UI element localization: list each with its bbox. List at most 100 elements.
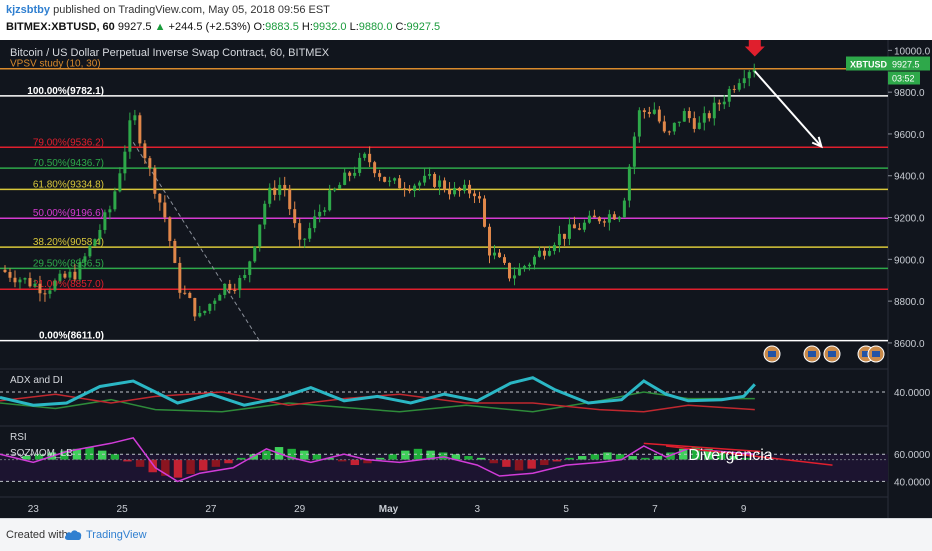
fib-label: 70.50%(9436.7) <box>33 158 104 169</box>
candle-body <box>662 121 666 132</box>
momentum-bar <box>451 454 461 460</box>
candle-body <box>637 110 641 137</box>
momentum-bar <box>577 456 587 460</box>
candle-body <box>612 214 616 220</box>
created-with-text: Created with <box>6 529 68 541</box>
chart-header: kjzsbtby published on TradingView.com, M… <box>0 0 932 40</box>
candle-body <box>687 111 691 119</box>
momentum-bar <box>439 452 448 460</box>
candle-body <box>153 168 157 194</box>
study-label: VPSV study (10, 30) <box>10 59 101 70</box>
candle-body <box>83 256 87 262</box>
candle-body <box>448 189 452 195</box>
candle-body <box>58 273 62 281</box>
sqzmom-label: SQZMOM_LB <box>10 448 73 459</box>
momentum-bar <box>300 450 309 460</box>
candle-body <box>113 191 117 210</box>
price-tag-value-bg <box>888 56 930 71</box>
footer: Created with TradingView <box>0 518 932 551</box>
price-tag-label-bg <box>846 56 888 71</box>
momentum-bar <box>641 457 650 460</box>
y-tick-label: 9200.0 <box>894 214 925 225</box>
momentum-bar <box>401 450 410 460</box>
tradingview-brand[interactable]: TradingView <box>86 529 147 541</box>
rsi-label: RSI <box>10 432 27 443</box>
candle-body <box>747 72 751 79</box>
candle-body <box>587 215 591 223</box>
candle-body <box>288 189 292 210</box>
chart-svg[interactable]: Bitcoin / US Dollar Perpetual Inverse Sw… <box>0 40 932 518</box>
candle-body <box>118 173 122 192</box>
x-tick-label: 29 <box>294 504 306 515</box>
momentum-bar <box>312 454 322 460</box>
candle-body <box>108 209 112 213</box>
candle-body <box>458 187 462 191</box>
rsi-level-label: 40.0000 <box>894 477 931 488</box>
candle-body <box>732 88 736 90</box>
event-flag-stripe <box>828 351 836 357</box>
candle-body <box>283 184 287 190</box>
candle-body <box>338 184 342 189</box>
fib-label: 21.00%(8857.0) <box>33 279 104 290</box>
adx-level-label: 40.0000 <box>894 388 931 399</box>
candle-body <box>128 120 132 152</box>
candle-body <box>537 250 541 257</box>
candle-body <box>48 290 52 294</box>
momentum-bar <box>375 457 385 460</box>
x-tick-label: 7 <box>652 504 658 515</box>
candle-body <box>722 101 726 105</box>
candle-body <box>378 173 382 177</box>
candle-body <box>502 257 506 263</box>
candle-body <box>408 189 412 191</box>
candle-body <box>253 246 257 262</box>
momentum-bar <box>527 459 536 469</box>
candle-body <box>498 252 501 258</box>
candle-body <box>488 226 492 256</box>
momentum-bar <box>287 448 296 460</box>
fib-label: 38.20%(9058.4) <box>33 237 104 248</box>
momentum-bar <box>325 457 334 460</box>
momentum-bar <box>161 459 170 476</box>
candle-body <box>183 292 187 294</box>
candle-body <box>333 188 337 191</box>
momentum-bar <box>337 459 347 462</box>
projection-arrow <box>754 70 823 148</box>
candle-body <box>198 313 202 317</box>
trend-line <box>132 142 262 344</box>
candle-body <box>433 174 437 187</box>
momentum-bar <box>426 450 435 460</box>
x-tick-label: 23 <box>28 504 40 515</box>
momentum-bar <box>388 454 397 460</box>
momentum-bar <box>249 454 258 460</box>
momentum-bar <box>34 454 44 460</box>
candle-body <box>363 153 367 158</box>
momentum-bar <box>135 459 145 467</box>
candle-body <box>238 277 242 291</box>
candle-body <box>552 244 556 251</box>
event-flag-stripe <box>768 351 776 357</box>
y-tick-label: 8600.0 <box>894 339 925 350</box>
username-link[interactable]: kjzsbtby <box>6 4 51 16</box>
candle-body <box>268 187 272 204</box>
candle-body <box>702 113 706 123</box>
candle-body <box>572 224 576 229</box>
momentum-bar <box>502 459 511 467</box>
event-flag-stripe <box>808 351 816 357</box>
momentum-bar <box>186 459 195 475</box>
candle-body <box>393 178 397 181</box>
y-tick-label: 9600.0 <box>894 130 925 141</box>
candle-body <box>453 187 457 195</box>
candle-body <box>712 102 716 119</box>
candle-body <box>388 180 392 182</box>
candle-body <box>203 310 207 314</box>
chart-area[interactable]: Bitcoin / US Dollar Perpetual Inverse Sw… <box>0 40 932 518</box>
candle-body <box>622 200 626 218</box>
momentum-bar <box>666 452 675 460</box>
change-up-icon: ▲ <box>154 21 166 33</box>
candle-body <box>368 153 372 163</box>
candle-body <box>78 261 82 280</box>
candle-body <box>38 283 42 294</box>
candle-body <box>63 273 67 278</box>
publish-line: kjzsbtby published on TradingView.com, M… <box>6 4 330 16</box>
candle-body <box>243 274 247 278</box>
